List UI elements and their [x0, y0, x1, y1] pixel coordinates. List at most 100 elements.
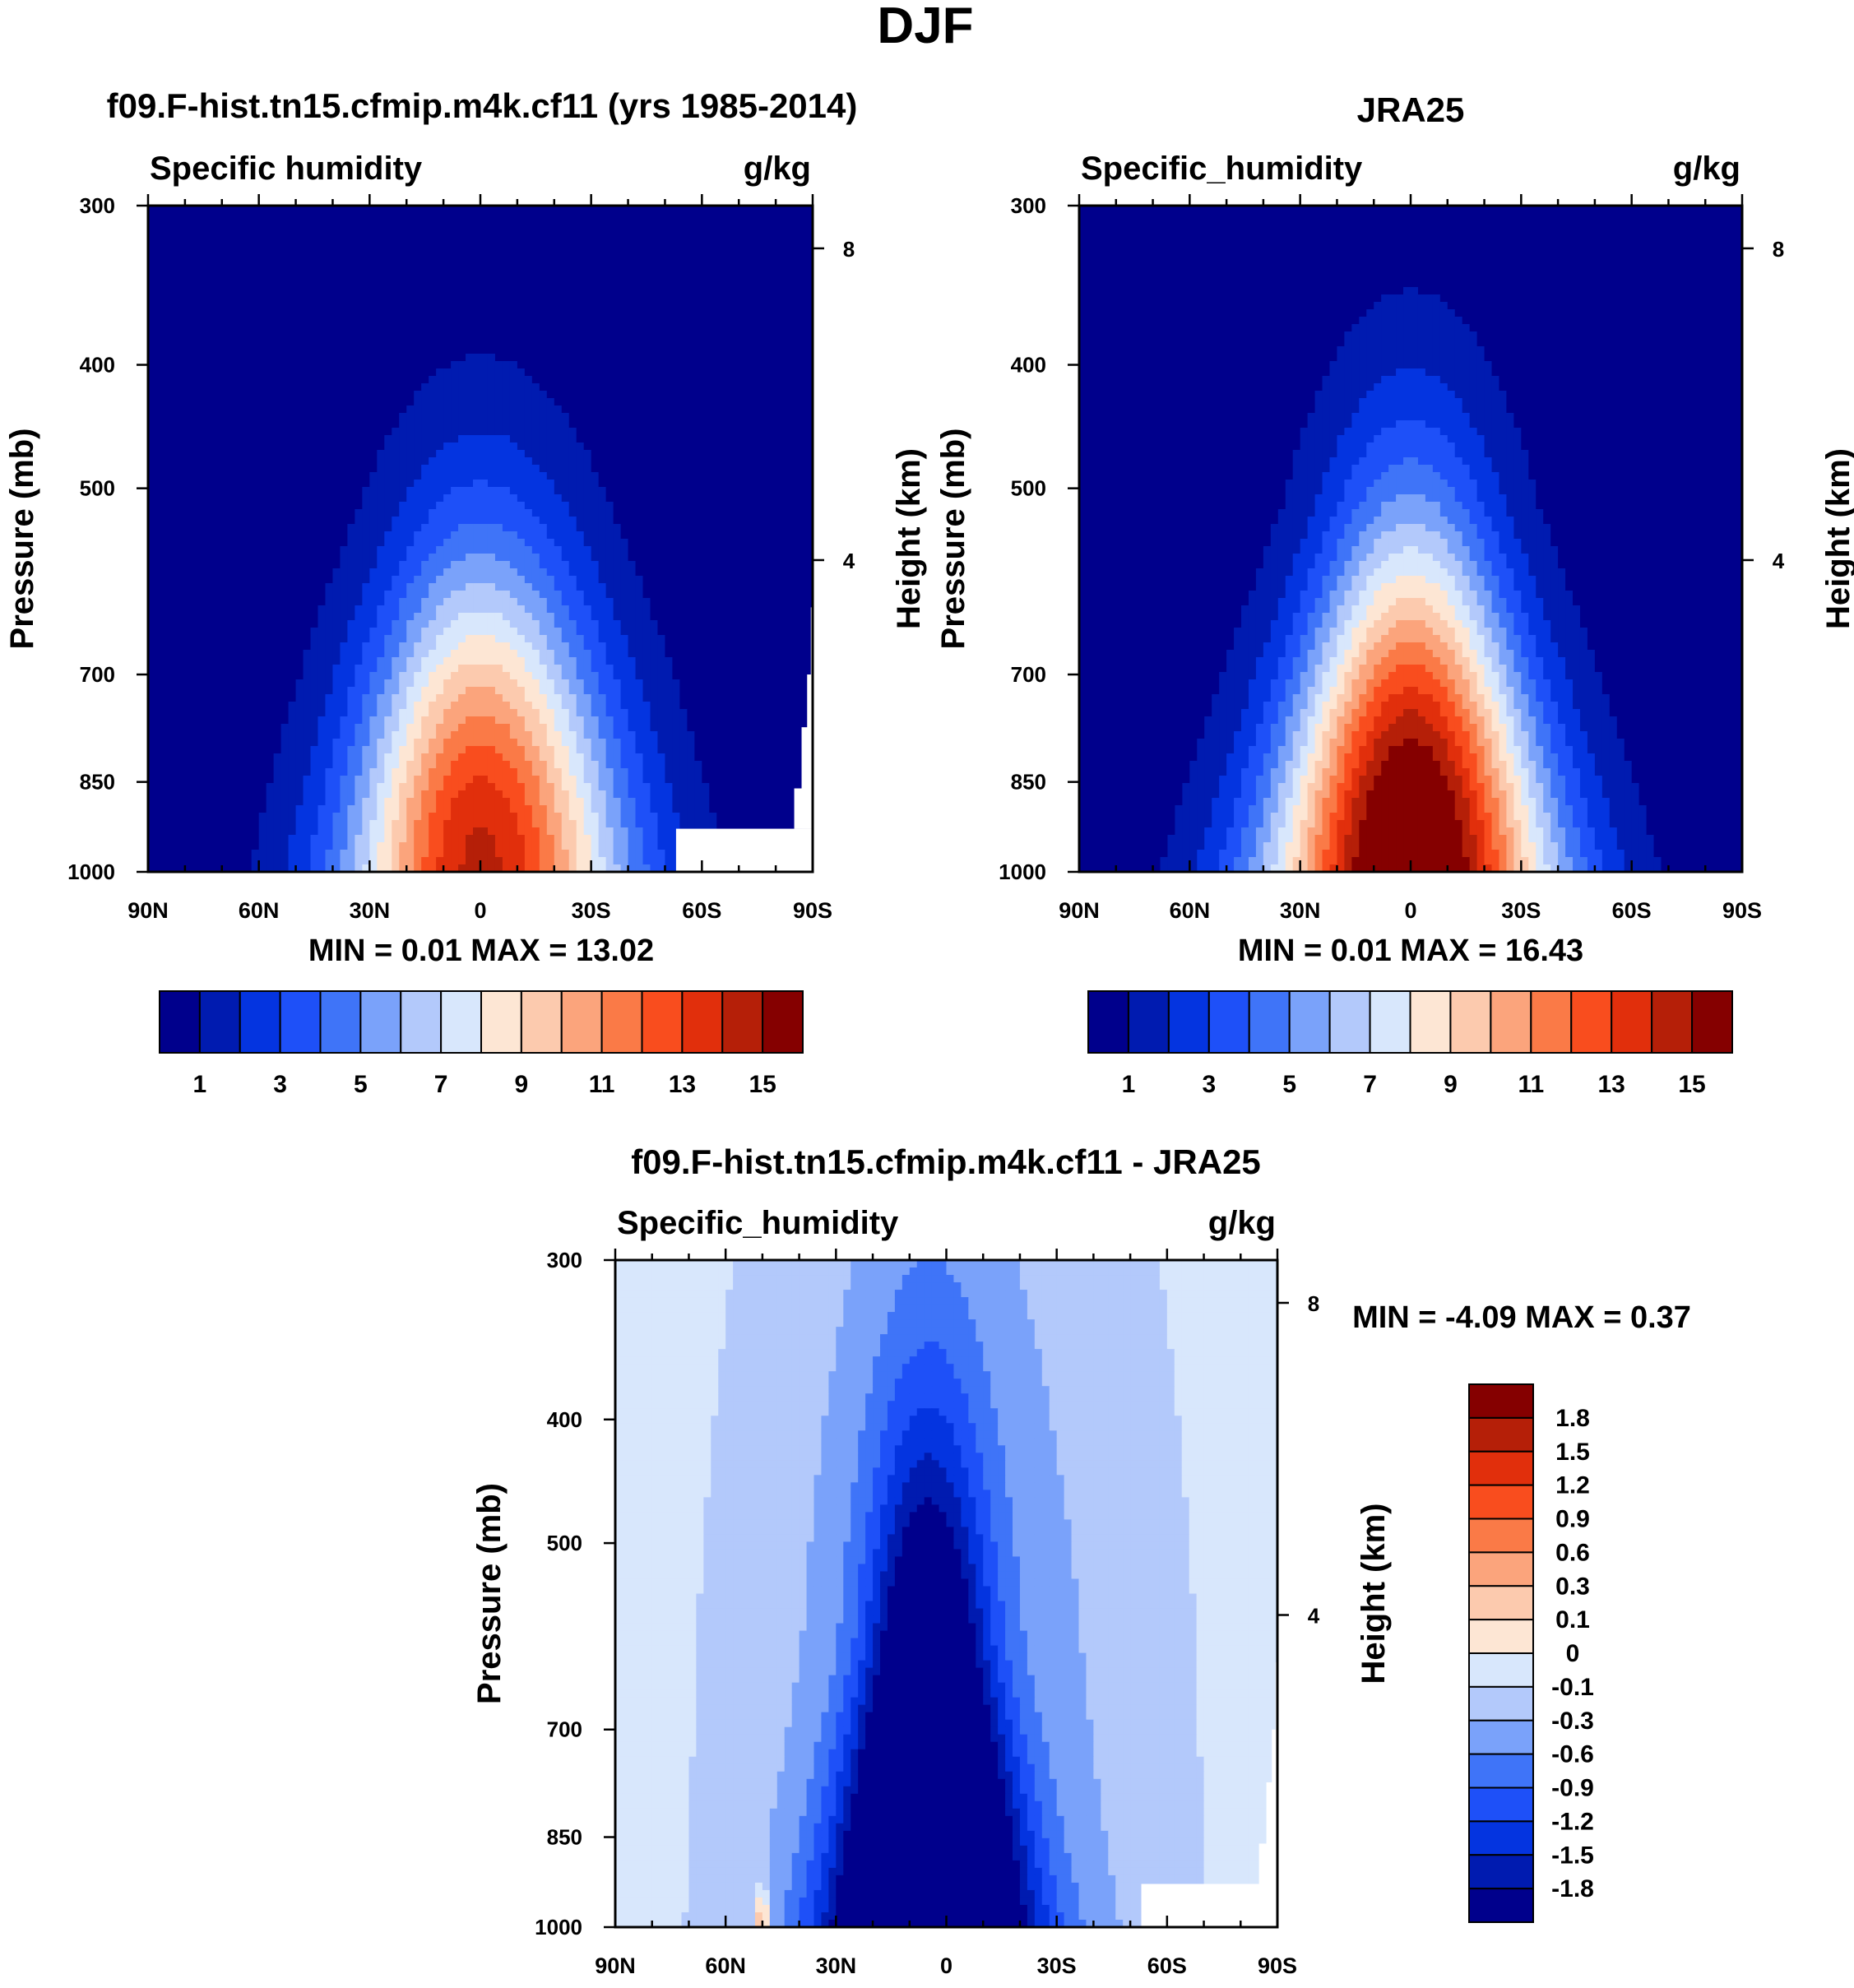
field-cell — [524, 413, 533, 421]
field-cell — [568, 420, 577, 429]
field-cell — [377, 450, 385, 458]
field-cell — [347, 309, 355, 317]
field-cell — [162, 591, 171, 599]
field-cell — [177, 413, 186, 421]
field-cell — [399, 576, 407, 584]
field-cell — [657, 524, 666, 532]
field-cell — [192, 317, 201, 325]
field-cell — [258, 561, 267, 569]
field-cell — [332, 265, 341, 273]
field-cell — [650, 435, 659, 443]
field-cell — [303, 465, 312, 473]
field-cell — [473, 302, 481, 310]
field-cell — [266, 339, 275, 347]
field-cell — [221, 443, 230, 451]
field-cell — [650, 257, 659, 266]
field-cell — [620, 354, 629, 362]
field-cell — [561, 494, 570, 503]
field-cell — [451, 502, 459, 510]
field-cell — [251, 561, 260, 569]
field-cell — [155, 309, 164, 317]
field-cell — [531, 272, 540, 280]
field-cell — [628, 583, 637, 591]
field-cell — [184, 383, 193, 392]
field-cell — [466, 583, 474, 591]
field-cell — [583, 280, 592, 288]
field-cell — [554, 465, 563, 473]
field-cell — [576, 250, 585, 258]
field-cell — [761, 324, 769, 332]
field-cell — [436, 220, 444, 229]
field-cell — [613, 465, 622, 473]
field-cell — [554, 324, 563, 332]
field-cell — [392, 605, 400, 614]
field-cell — [199, 272, 208, 280]
field-cell — [169, 220, 178, 229]
field-cell — [243, 280, 253, 288]
field-cell — [494, 539, 503, 547]
field-cell — [421, 583, 429, 591]
field-cell — [783, 206, 791, 214]
field-cell — [421, 539, 429, 547]
field-cell — [429, 472, 437, 480]
field-cell — [554, 576, 563, 584]
field-cell — [650, 376, 659, 384]
field-cell — [280, 383, 290, 392]
field-cell — [598, 302, 607, 310]
field-cell — [295, 457, 304, 466]
field-cell — [776, 346, 784, 355]
field-cell — [258, 265, 267, 273]
field-cell — [377, 583, 385, 591]
field-cell — [184, 576, 193, 584]
field-cell — [724, 361, 732, 369]
field-cell — [221, 324, 230, 332]
field-cell — [169, 435, 178, 443]
field-cell — [258, 272, 267, 280]
field-cell — [473, 243, 481, 251]
field-cell — [451, 598, 459, 606]
field-cell — [392, 265, 400, 273]
field-cell — [473, 413, 481, 421]
field-cell — [746, 531, 754, 540]
field-cell — [628, 280, 637, 288]
field-cell — [716, 583, 725, 591]
field-cell — [332, 546, 341, 554]
field-cell — [650, 228, 659, 236]
field-cell — [169, 413, 178, 421]
field-cell — [605, 605, 614, 614]
field-cell — [509, 228, 518, 236]
field-cell — [517, 568, 526, 577]
field-cell — [531, 324, 540, 332]
field-cell — [598, 235, 607, 243]
field-cell — [642, 265, 651, 273]
field-cell — [458, 206, 466, 214]
field-cell — [429, 317, 437, 325]
field-cell — [295, 324, 304, 332]
field-cell — [251, 391, 260, 399]
field-cell — [672, 317, 680, 325]
field-cell — [487, 257, 496, 266]
field-cell — [731, 583, 739, 591]
field-cell — [251, 613, 260, 621]
field-cell — [414, 398, 422, 406]
field-cell — [332, 220, 341, 229]
field-cell — [679, 472, 688, 480]
field-cell — [776, 228, 784, 236]
field-cell — [716, 554, 725, 562]
field-cell — [591, 368, 600, 377]
field-cell — [546, 472, 555, 480]
field-cell — [753, 228, 762, 236]
field-cell — [761, 568, 769, 577]
field-cell — [443, 398, 452, 406]
field-cell — [451, 413, 459, 421]
field-cell — [317, 213, 327, 221]
field-cell — [561, 228, 570, 236]
field-cell — [650, 561, 659, 569]
field-cell — [162, 346, 171, 355]
field-cell — [332, 309, 341, 317]
field-cell — [236, 487, 245, 495]
field-cell — [761, 302, 769, 310]
field-cell — [148, 428, 156, 436]
field-cell — [702, 391, 710, 399]
field-cell — [421, 220, 429, 229]
